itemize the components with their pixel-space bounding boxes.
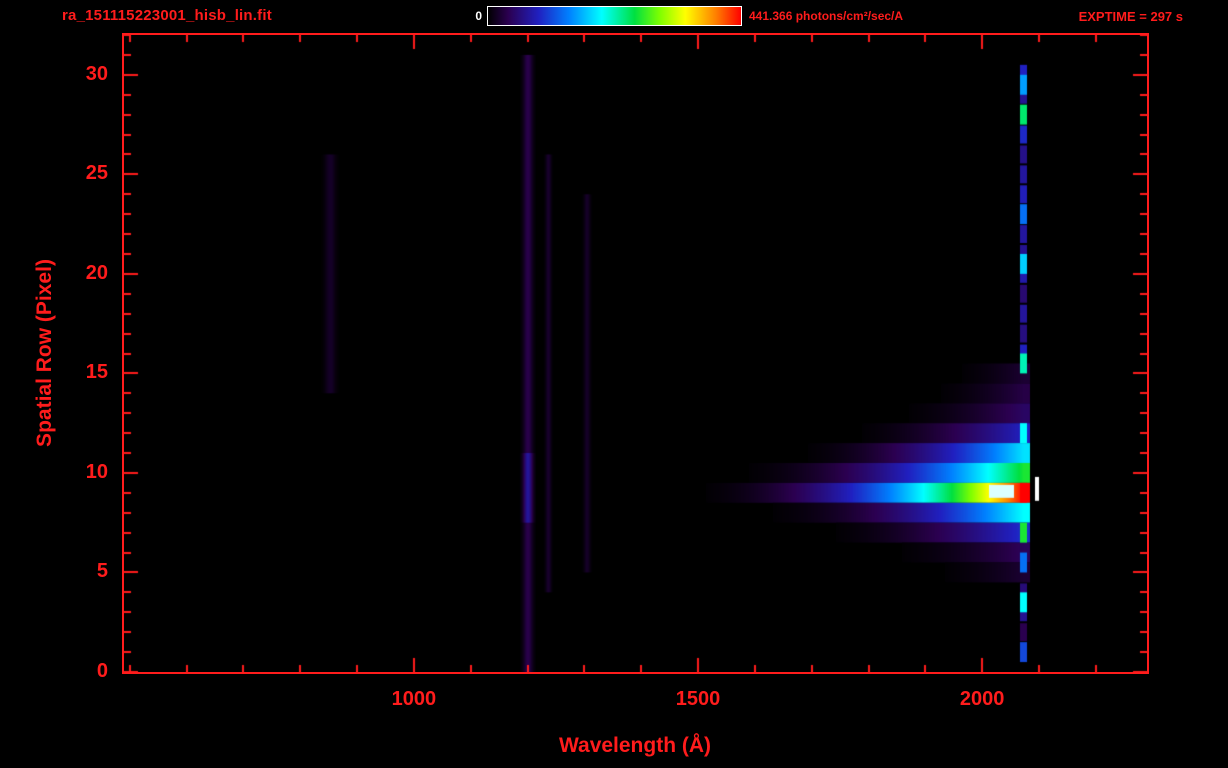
y-axis-label: Spatial Row (Pixel) <box>33 259 56 447</box>
filename-title: ra_151115223001_hisb_lin.fit <box>62 7 272 24</box>
x-tick-label: 2000 <box>959 688 1005 710</box>
exptime-label: EXPTIME = 297 s <box>1078 9 1183 24</box>
y-tick-label: 25 <box>85 162 108 185</box>
y-tick-label: 0 <box>96 660 108 682</box>
spectral-image-canvas <box>124 35 1147 672</box>
y-tick-label: 5 <box>96 560 108 583</box>
y-tick-label: 30 <box>85 62 108 85</box>
x-tick-label: 1000 <box>391 688 437 710</box>
plot-frame <box>122 33 1149 674</box>
colorbar-max-label: 441.366 photons/cm²/sec/A <box>749 9 904 23</box>
colorbar-gradient <box>487 6 742 26</box>
x-axis-label: Wavelength (Å) <box>558 734 712 757</box>
colorbar-min-label: 0 <box>475 9 482 23</box>
y-tick-label: 10 <box>85 460 108 483</box>
x-tick-label: 1500 <box>675 688 721 710</box>
